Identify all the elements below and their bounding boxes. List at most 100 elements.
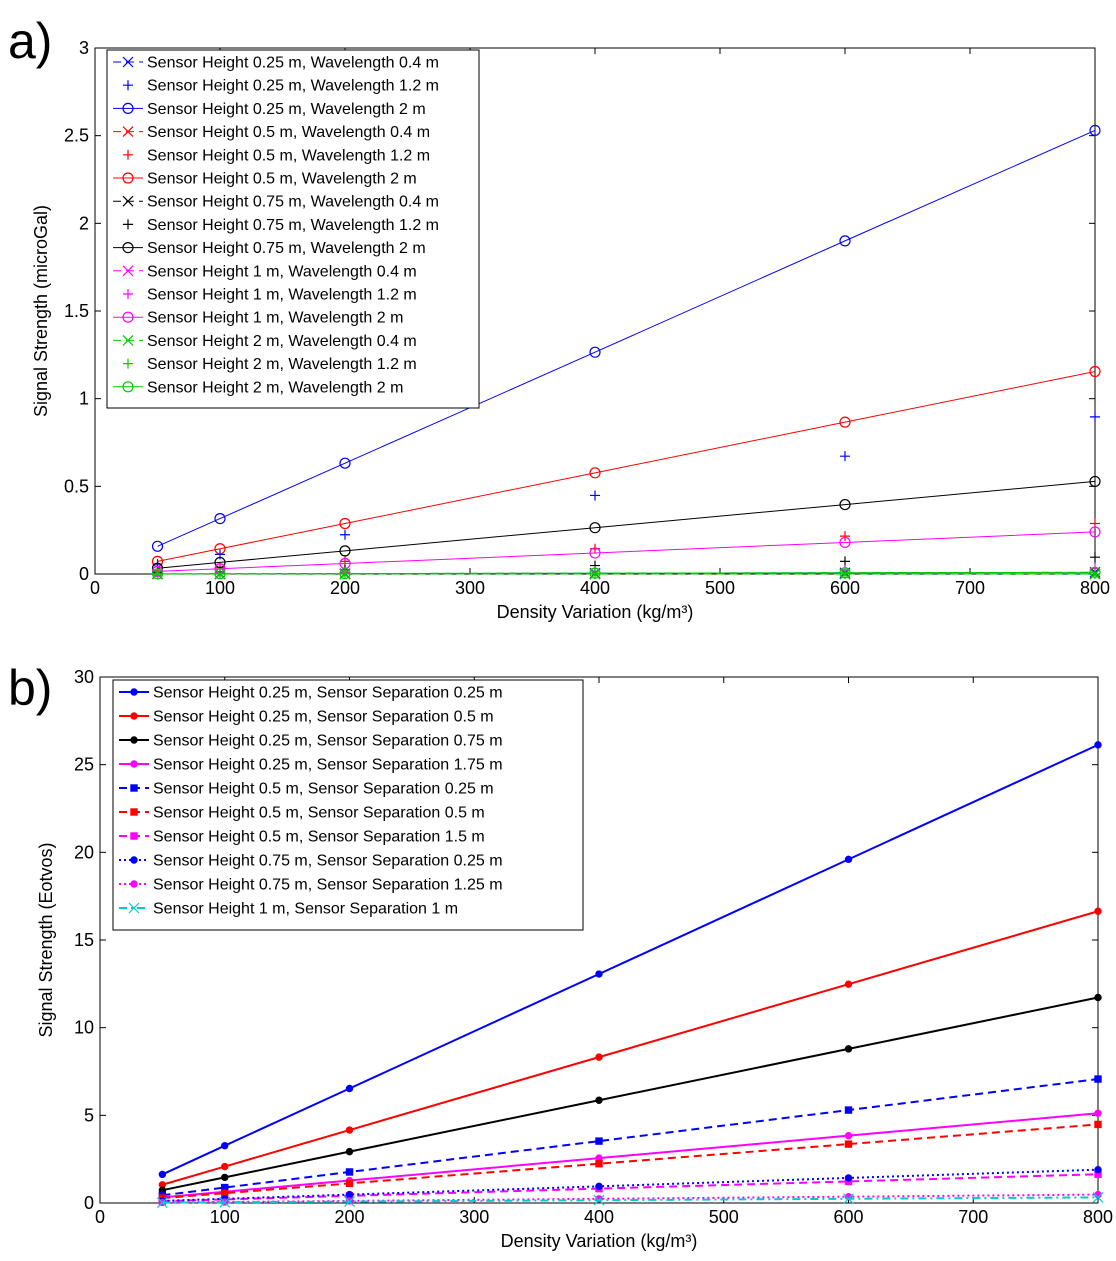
data-point-b-4-5 [1094,1075,1102,1083]
series-line-b-3 [162,1112,1099,1199]
data-point-a-11-5 [1089,526,1101,538]
data-point-a-14-1 [214,568,226,580]
legend-label-b-1: Sensor Height 0.25 m, Sensor Separation … [153,709,494,726]
x-axis-title-b: Density Variation (kg/m³) [501,1231,698,1251]
x-tick-label-b: 100 [210,1207,240,1227]
data-point-a-14-3 [589,567,601,579]
legend-marker-b-8 [130,880,138,888]
data-point-b-5-4 [844,1140,853,1148]
data-point-a-7-4 [840,556,850,567]
data-point-a-11-4 [839,536,851,549]
data-point-a-2-1 [214,512,226,525]
legend-label-b-5: Sensor Height 0.5 m, Sensor Separation 0… [153,805,485,822]
data-point-a-8-4 [839,498,851,511]
legend-entry-a-10: Sensor Height 1 m, Wavelength 1.2 m [123,287,417,304]
series-b-0 [158,741,1102,1179]
legend-label-b-4: Sensor Height 0.5 m, Sensor Separation 0… [153,781,494,798]
legend-label-a-7: Sensor Height 0.75 m, Wavelength 1.2 m [147,217,439,234]
series-line-b-8 [162,1193,1099,1204]
data-point-b-0-0 [158,1170,167,1179]
y-tick-label-a: 3 [79,38,89,58]
legend-entry-a-5: Sensor Height 0.5 m, Wavelength 2 m [113,171,417,188]
legend-entry-a-8: Sensor Height 0.75 m, Wavelength 2 m [113,240,426,257]
data-point-a-8-2 [339,545,351,557]
legend-marker-a-1 [123,80,133,91]
data-point-b-9-4 [843,1193,854,1205]
legend-label-a-13: Sensor Height 2 m, Wavelength 1.2 m [147,356,417,373]
legend-label-a-9: Sensor Height 1 m, Wavelength 0.4 m [147,263,417,280]
data-point-b-7-3 [595,1182,603,1191]
legend-entry-a-14: Sensor Height 2 m, Wavelength 2 m [113,379,403,396]
data-point-a-2-3 [589,346,601,358]
legend-marker-a-5 [122,172,134,184]
x-tick-label-b: 200 [334,1207,364,1227]
data-point-a-2-0 [151,540,164,552]
y-tick-label-a: 0 [79,564,89,584]
series-line-b-6 [162,1173,1099,1203]
data-point-b-2-3 [595,1096,603,1104]
data-point-a-2-4 [839,235,851,247]
legend-marker-b-3 [130,760,138,768]
legend-entry-a-6: Sensor Height 0.75 m, Wavelength 0.4 m [113,194,439,211]
data-point-b-0-5 [1094,741,1102,749]
x-tick-label-b: 600 [833,1207,863,1227]
data-point-b-1-1 [221,1162,229,1171]
data-point-a-2-2 [339,457,351,469]
data-point-b-5-5 [1094,1120,1102,1129]
series-a-14 [151,566,1101,580]
data-point-b-0-3 [595,970,603,978]
data-point-b-1-5 [1094,907,1102,915]
data-point-a-14-5 [1089,566,1101,578]
legend-label-b-3: Sensor Height 0.25 m, Sensor Separation … [153,757,503,774]
data-point-a-1-4 [840,451,850,462]
data-point-a-13-3 [590,569,600,579]
legend-entry-b-1: Sensor Height 0.25 m, Sensor Separation … [119,709,494,726]
legend-label-a-14: Sensor Height 2 m, Wavelength 2 m [147,379,403,396]
legend-entry-a-0: Sensor Height 0.25 m, Wavelength 0.4 m [113,55,439,72]
legend-label-a-3: Sensor Height 0.5 m, Wavelength 0.4 m [147,124,430,141]
series-line-b-1 [162,910,1099,1186]
data-point-b-1-3 [595,1053,603,1061]
x-tick-label-a: 100 [205,578,235,598]
data-point-b-2-1 [221,1173,229,1182]
legend-entry-a-2: Sensor Height 0.25 m, Wavelength 2 m [113,101,426,118]
y-tick-label-a: 1 [79,389,89,409]
legend-marker-a-4 [123,149,133,160]
data-point-a-5-2 [339,517,351,530]
data-point-b-0-4 [844,855,853,864]
series-line-a-8 [157,480,1096,569]
legend-label-b-9: Sensor Height 1 m, Sensor Separation 1 m [153,901,458,918]
series-line-a-11 [157,531,1096,572]
y-tick-label-b: 25 [74,755,94,775]
legend-entry-a-13: Sensor Height 2 m, Wavelength 1.2 m [123,356,417,373]
x-tick-label-a: 0 [90,578,100,598]
y-tick-label-a: 2.5 [64,126,89,146]
x-tick-label-b: 300 [459,1207,489,1227]
legend-label-b-7: Sensor Height 0.75 m, Sensor Separation … [153,853,503,870]
legend-marker-b-1 [130,712,138,720]
series-a-5 [151,365,1101,567]
x-axis-title-a: Density Variation (kg/m³) [497,602,694,622]
legend-marker-a-10 [123,289,133,299]
data-point-b-9-3 [593,1194,605,1206]
legend-entry-a-7: Sensor Height 0.75 m, Wavelength 1.2 m [123,217,439,234]
legend-entry-b-4: Sensor Height 0.5 m, Sensor Separation 0… [119,781,494,798]
x-tick-label-b: 400 [584,1207,614,1227]
series-line-b-5 [162,1123,1099,1200]
data-point-b-4-4 [844,1106,853,1114]
data-point-a-1-2 [340,529,350,540]
panel-label-b: b) [8,660,52,716]
legend-entry-b-7: Sensor Height 0.75 m, Sensor Separation … [119,853,503,870]
legend-label-a-6: Sensor Height 0.75 m, Wavelength 0.4 m [147,194,439,211]
legend-entry-a-11: Sensor Height 1 m, Wavelength 2 m [113,310,403,327]
series-line-a-5 [157,370,1096,562]
data-point-b-7-2 [345,1190,354,1199]
data-point-b-3-5 [1094,1109,1102,1117]
legend-marker-a-14 [122,381,134,393]
data-point-a-2-5 [1089,124,1101,137]
data-point-b-7-5 [1094,1165,1102,1174]
data-point-a-14-0 [151,568,164,580]
legend-entry-b-2: Sensor Height 0.25 m, Sensor Separation … [119,733,503,750]
series-line-b-4 [162,1078,1099,1197]
data-point-a-14-4 [839,567,851,579]
